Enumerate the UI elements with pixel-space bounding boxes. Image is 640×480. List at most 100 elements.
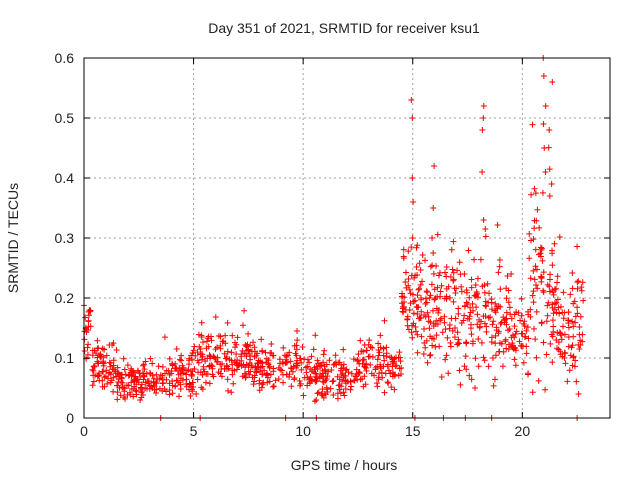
data-point bbox=[107, 371, 114, 378]
data-point bbox=[163, 388, 170, 395]
data-point bbox=[546, 276, 553, 283]
data-point bbox=[546, 283, 553, 290]
data-point bbox=[217, 342, 224, 349]
data-point bbox=[503, 295, 510, 302]
data-point bbox=[523, 350, 530, 357]
y-tick-label: 0.6 bbox=[55, 50, 75, 66]
data-point bbox=[130, 369, 137, 376]
data-point bbox=[194, 376, 201, 383]
data-point bbox=[553, 309, 560, 316]
data-point bbox=[312, 332, 319, 339]
data-point bbox=[414, 304, 421, 311]
data-point bbox=[492, 300, 499, 307]
data-point bbox=[409, 175, 416, 181]
data-point bbox=[134, 367, 141, 374]
data-point bbox=[490, 318, 497, 325]
data-point bbox=[468, 331, 475, 338]
data-point bbox=[233, 350, 240, 357]
data-point bbox=[101, 374, 108, 381]
data-point bbox=[477, 256, 484, 263]
data-point bbox=[220, 338, 227, 345]
data-point bbox=[430, 323, 437, 330]
data-point bbox=[254, 350, 261, 357]
data-point bbox=[502, 336, 509, 343]
data-point bbox=[443, 352, 450, 359]
data-point bbox=[327, 385, 334, 392]
data-point bbox=[246, 371, 253, 378]
data-point bbox=[383, 344, 390, 351]
data-point bbox=[468, 376, 475, 383]
data-point bbox=[405, 276, 412, 283]
data-point bbox=[399, 293, 406, 300]
data-point bbox=[381, 389, 388, 396]
data-point bbox=[574, 310, 581, 317]
data-point bbox=[574, 243, 581, 250]
data-point bbox=[576, 324, 583, 331]
data-point bbox=[471, 256, 478, 263]
data-point bbox=[109, 342, 116, 349]
data-point bbox=[566, 367, 573, 374]
data-point bbox=[89, 382, 96, 389]
data-point bbox=[515, 309, 522, 316]
data-point bbox=[410, 199, 417, 205]
data-point bbox=[422, 300, 429, 307]
data-point bbox=[474, 321, 481, 328]
data-point bbox=[481, 282, 488, 289]
data-point bbox=[569, 269, 576, 276]
data-point bbox=[190, 347, 197, 354]
data-point bbox=[323, 384, 330, 391]
data-point bbox=[469, 307, 476, 314]
data-point bbox=[404, 316, 411, 323]
data-point bbox=[513, 309, 520, 316]
data-point bbox=[251, 344, 258, 351]
data-point bbox=[95, 360, 102, 367]
data-point bbox=[256, 380, 263, 387]
data-point bbox=[404, 322, 411, 329]
data-point bbox=[357, 337, 364, 344]
data-point bbox=[414, 271, 421, 278]
data-point bbox=[376, 349, 383, 356]
data-point bbox=[307, 366, 314, 373]
data-point bbox=[445, 283, 452, 290]
data-point bbox=[550, 291, 557, 298]
data-point bbox=[294, 327, 301, 334]
data-point bbox=[270, 383, 277, 390]
data-point bbox=[234, 334, 241, 341]
data-point bbox=[343, 366, 350, 373]
data-point bbox=[488, 299, 495, 306]
data-point bbox=[549, 287, 556, 294]
data-point bbox=[409, 235, 416, 241]
data-point bbox=[497, 320, 504, 327]
data-point bbox=[421, 340, 428, 347]
data-point bbox=[200, 363, 207, 370]
y-tick-label: 0.1 bbox=[55, 350, 75, 366]
data-point bbox=[264, 379, 271, 386]
data-point bbox=[537, 250, 544, 257]
data-point bbox=[127, 391, 134, 398]
data-point bbox=[441, 319, 448, 326]
data-point bbox=[241, 370, 248, 377]
data-point bbox=[554, 273, 561, 280]
data-point bbox=[85, 326, 92, 333]
data-point bbox=[550, 323, 557, 330]
data-point bbox=[433, 263, 440, 270]
data-point bbox=[360, 356, 367, 363]
data-point bbox=[251, 378, 258, 385]
data-point bbox=[223, 366, 230, 373]
data-point bbox=[286, 373, 293, 380]
data-point bbox=[498, 340, 505, 347]
data-point bbox=[527, 313, 534, 320]
data-point bbox=[533, 308, 540, 315]
data-point bbox=[429, 235, 436, 241]
data-point bbox=[340, 346, 347, 353]
data-point bbox=[569, 318, 576, 325]
data-point bbox=[576, 331, 583, 338]
data-point bbox=[426, 325, 433, 332]
data-point bbox=[546, 166, 553, 173]
data-point bbox=[95, 371, 102, 378]
data-point bbox=[530, 267, 537, 274]
data-point bbox=[527, 237, 534, 244]
data-point bbox=[361, 341, 368, 348]
data-point bbox=[114, 389, 121, 396]
data-point bbox=[194, 357, 201, 364]
